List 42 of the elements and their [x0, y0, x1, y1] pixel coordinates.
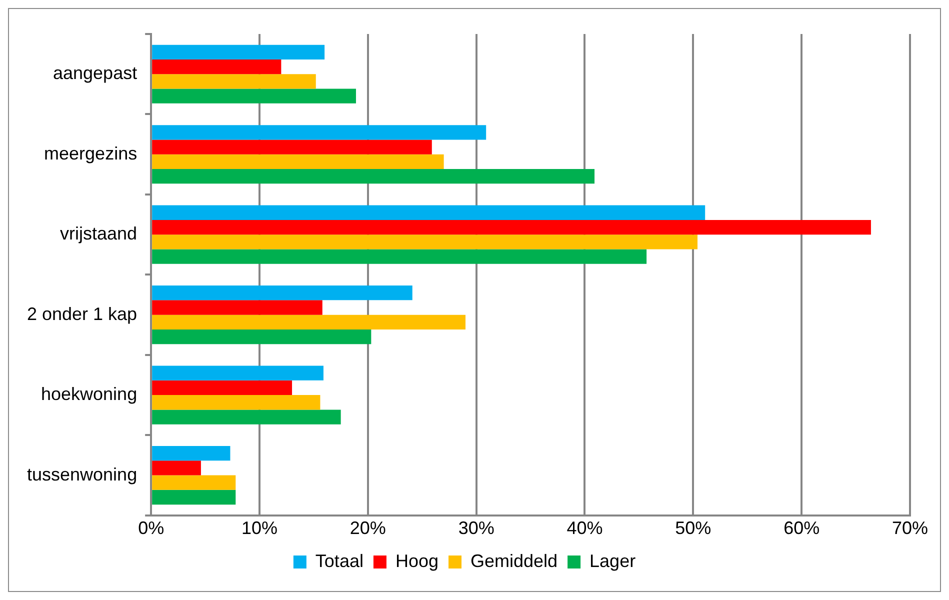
y-tick-label: hoekwoning	[41, 384, 138, 404]
y-tick-label: meergezins	[44, 143, 138, 164]
legend-label: Hoog	[395, 550, 438, 571]
bar	[152, 234, 698, 250]
x-tick-label: 40%	[566, 518, 603, 538]
bar	[152, 140, 432, 154]
bar	[152, 380, 292, 396]
bar	[152, 490, 236, 505]
bar	[152, 125, 486, 140]
bar	[152, 59, 282, 74]
x-tick-label: 30%	[458, 518, 494, 538]
bar	[152, 329, 372, 344]
bar	[152, 395, 320, 410]
bar	[152, 154, 444, 169]
bar	[152, 249, 647, 264]
y-tick-label: vrijstaand	[60, 224, 138, 244]
bar	[152, 286, 412, 300]
bar	[152, 314, 466, 330]
x-tick-label: 10%	[241, 518, 278, 538]
legend-label: Totaal	[315, 550, 364, 571]
x-tick-label: 60%	[784, 518, 820, 538]
y-tick-label: tussenwoning	[27, 464, 138, 484]
bar	[152, 220, 871, 235]
y-tick-label: aangepast	[53, 63, 138, 84]
bar	[152, 366, 324, 380]
bar	[152, 300, 322, 315]
bar	[152, 74, 316, 89]
x-tick-label: 70%	[892, 518, 928, 538]
legend-label: Lager	[590, 550, 636, 571]
bar	[152, 410, 341, 424]
bar	[152, 168, 595, 184]
bar	[152, 446, 230, 461]
bar	[152, 475, 236, 490]
bar	[152, 205, 706, 220]
legend-label: Gemiddeld	[470, 550, 558, 571]
bar	[152, 44, 325, 60]
bar	[152, 88, 356, 104]
bar	[152, 460, 201, 476]
x-tick-label: 50%	[675, 518, 712, 538]
x-tick-label: 0%	[138, 518, 164, 538]
y-tick-label: 2 onder 1 kap	[26, 304, 138, 324]
x-tick-label: 20%	[350, 518, 386, 538]
